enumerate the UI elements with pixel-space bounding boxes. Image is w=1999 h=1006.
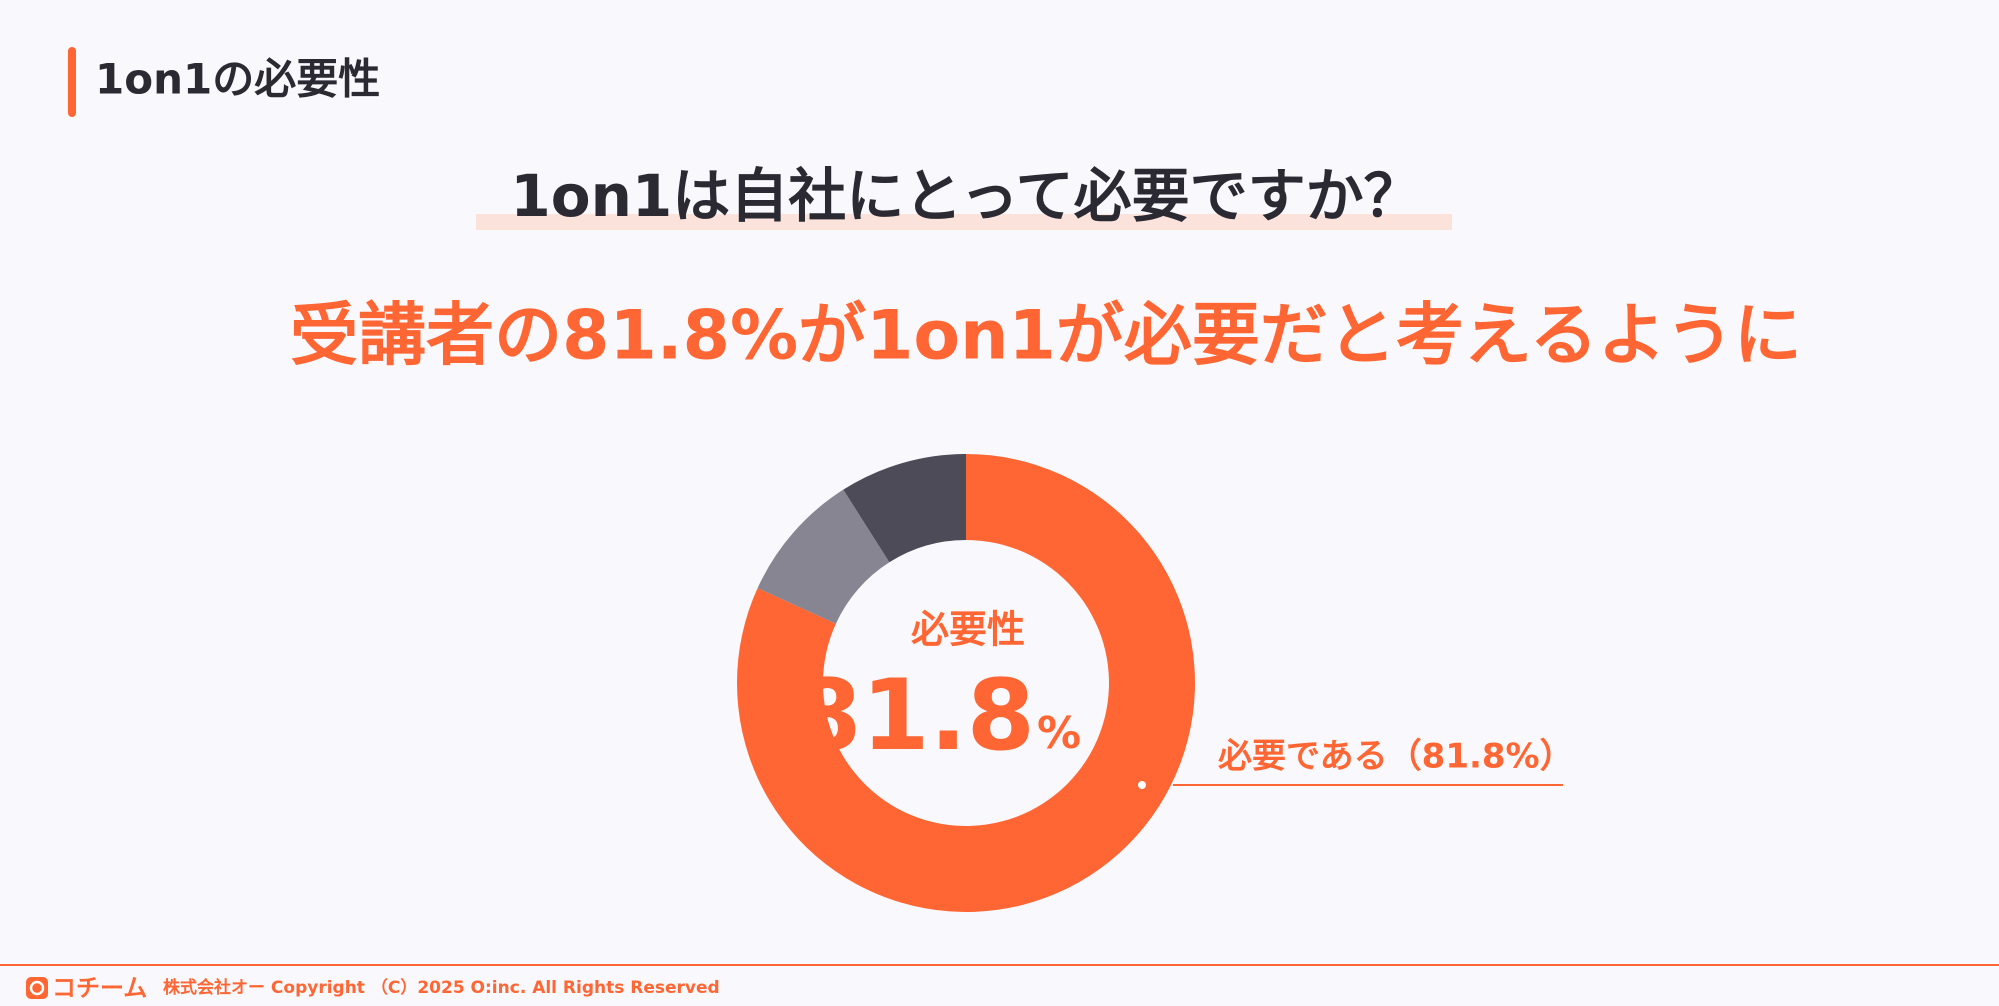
logo-text: コチーム [52,974,147,1002]
logo-icon-ring [29,980,45,996]
slice [757,489,890,624]
center-title: 必要性 [911,608,1025,652]
title-highlight [476,214,1452,230]
header-title: 1on1の必要性 [95,55,380,104]
slice [843,454,966,563]
copyright: 株式会社オー Copyright （C）2025 O:inc. All Righ… [163,977,720,998]
center-unit: % [1037,708,1081,759]
center-value: 81.8 [793,659,1035,773]
slice [737,454,1196,912]
slice-label: 必要である（81.8%） [1218,737,1574,777]
chart-subtitle: 受講者の81.8%が1on1が必要だと考えるように [290,297,1802,376]
logo-icon [26,977,48,999]
callout-dot [1138,781,1146,789]
header-accent [68,47,76,117]
donut-chart [737,454,1196,912]
chart-title: 1on1は自社にとって必要ですか？ [510,162,1421,230]
